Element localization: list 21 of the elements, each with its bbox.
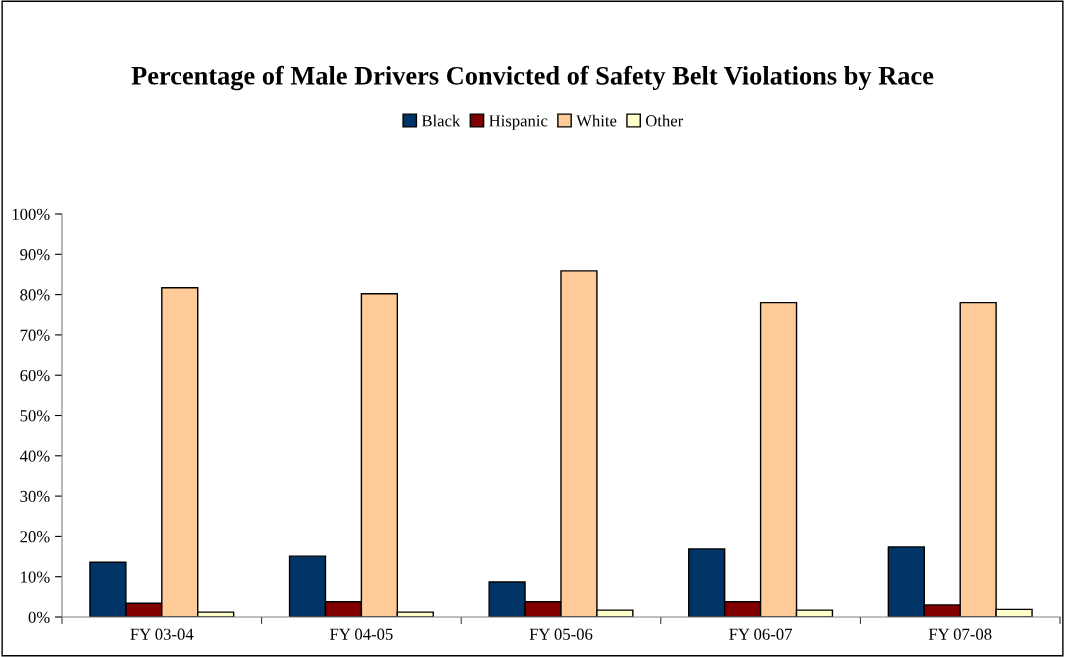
y-tick-label: 40%: [19, 450, 50, 462]
y-tick-label: 0%: [28, 611, 50, 623]
x-tick-label: FY 03-04: [130, 628, 194, 640]
y-tick-label: 80%: [20, 289, 50, 301]
legend-label: Black: [421, 114, 461, 127]
x-tick-label: FY 07-08: [928, 628, 992, 640]
chart-title: Percentage of Male Drivers Convicted of Safety Belt Violations by Race: [131, 65, 934, 91]
y-tick-label: 100%: [12, 208, 50, 220]
legend-label: Other: [645, 114, 684, 127]
y-tick-label: 70%: [20, 329, 50, 341]
y-tick-label: 10%: [21, 571, 50, 583]
y-tick-label: 30%: [20, 490, 50, 503]
y-tick-label: 90%: [20, 249, 50, 261]
x-tick-label: FY 06-07: [729, 628, 792, 640]
y-tick-label: 60%: [20, 369, 50, 382]
legend-label: Hispanic: [489, 115, 548, 130]
x-tick-label: FY 05-06: [529, 628, 593, 640]
y-tick-label: 50%: [20, 410, 50, 422]
y-tick-label: 20%: [20, 531, 50, 543]
legend-label: White: [576, 114, 617, 127]
x-tick-label: FY 04-05: [330, 628, 393, 640]
